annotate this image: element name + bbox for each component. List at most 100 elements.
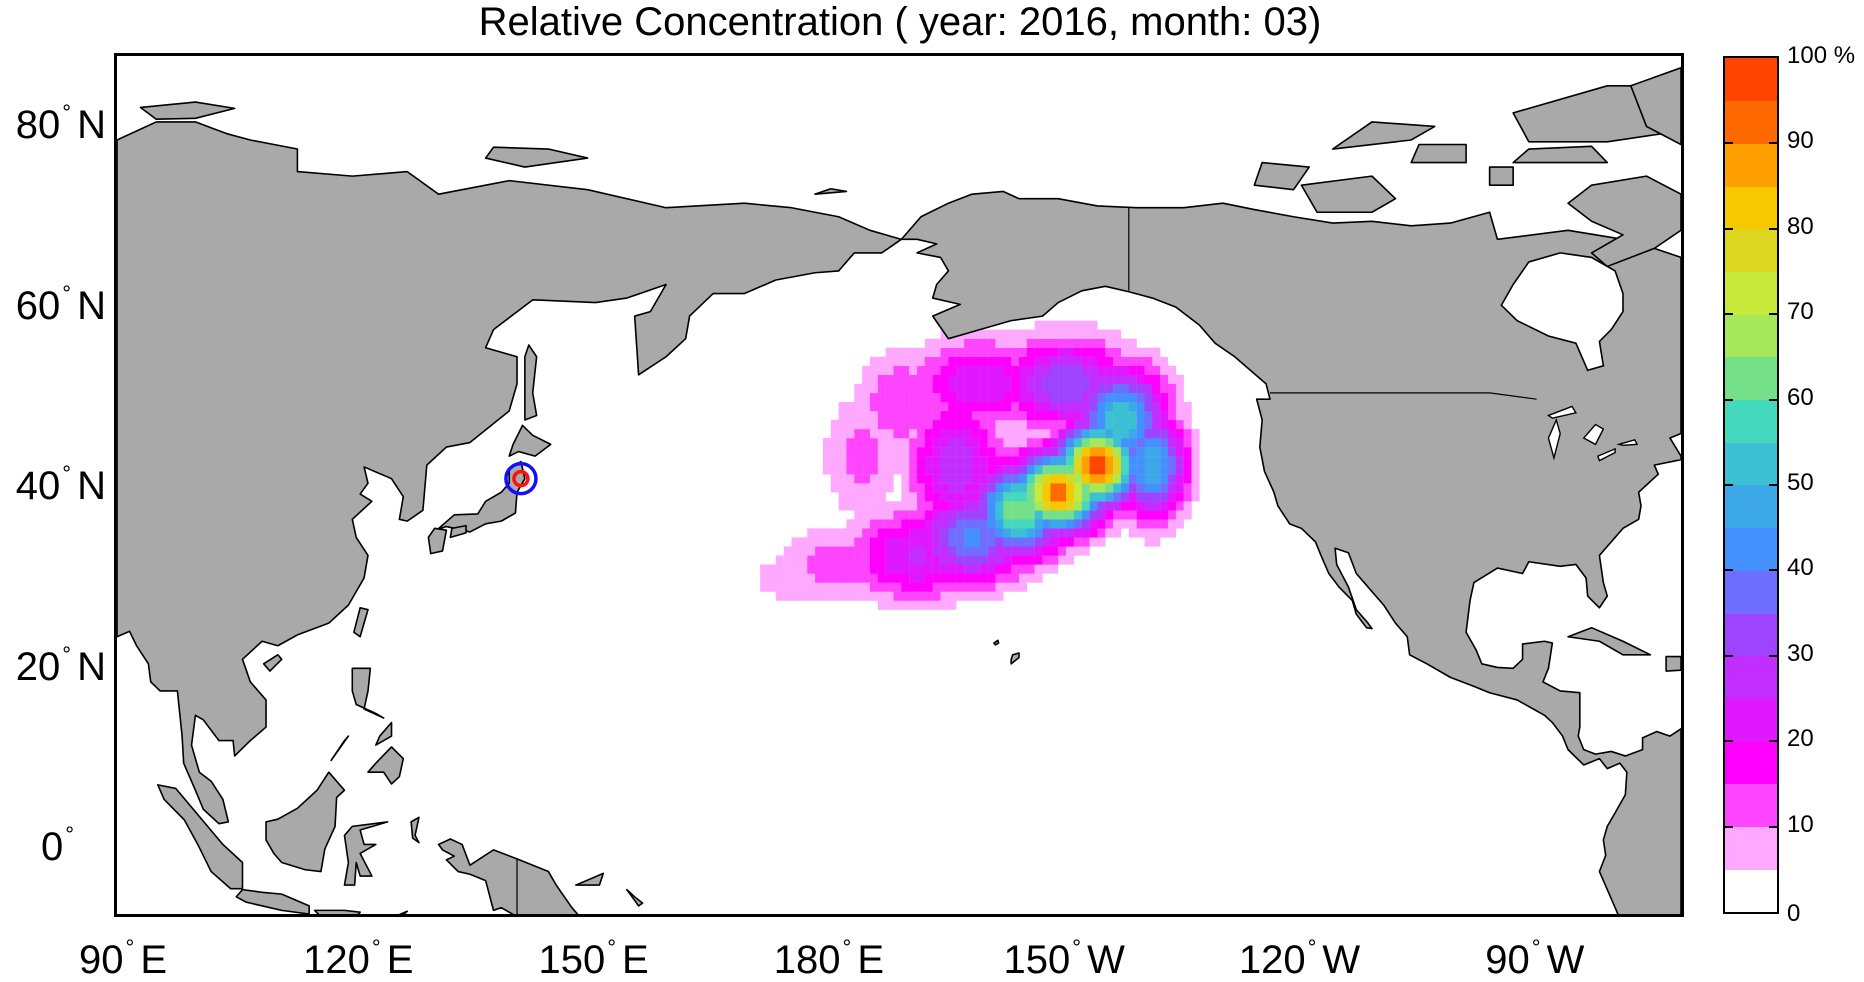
- plume-cell: [1019, 555, 1028, 565]
- plume-cell: [1191, 438, 1200, 448]
- plume-cell: [1160, 374, 1169, 385]
- plume-cell: [1097, 347, 1106, 357]
- landmass-sumatra: [158, 785, 243, 889]
- plume-cell: [987, 383, 996, 394]
- plume-cell: [932, 383, 941, 394]
- plume-cell: [1175, 374, 1184, 385]
- plume-cell: [1081, 519, 1090, 529]
- plume-cell: [1144, 537, 1153, 547]
- plume-cell: [979, 510, 988, 520]
- plume-cell: [1105, 338, 1114, 348]
- plume-cell: [1019, 528, 1028, 538]
- plume-cell: [909, 392, 918, 403]
- plume-cell: [1073, 501, 1082, 511]
- plume-cell: [956, 401, 965, 412]
- plume-cell: [940, 419, 949, 430]
- plume-cell: [964, 483, 973, 493]
- plume-cell: [1152, 365, 1161, 375]
- plume-cell: [1026, 465, 1035, 475]
- plume-cell: [979, 419, 988, 430]
- plume-cell: [838, 564, 847, 574]
- plume-cell: [979, 501, 988, 511]
- plume-cell: [940, 338, 949, 348]
- plume-cell: [1168, 401, 1177, 412]
- tick-value: 20: [15, 644, 61, 689]
- map-panel[interactable]: [114, 53, 1684, 917]
- plume-cell: [1042, 392, 1051, 403]
- plume-cell: [877, 510, 886, 520]
- plume-cell: [1003, 492, 1012, 502]
- plume-cell: [995, 564, 1004, 574]
- plume-cell: [1097, 429, 1106, 439]
- plume-cell: [893, 383, 902, 394]
- plume-cell: [987, 528, 996, 538]
- plume-cell: [869, 519, 878, 529]
- plume-cell: [1034, 456, 1043, 466]
- plume-cell: [971, 392, 980, 403]
- plume-cell: [932, 438, 941, 448]
- plume-cell: [1105, 329, 1114, 339]
- plume-cell: [909, 546, 918, 556]
- plume-cell: [1011, 347, 1020, 357]
- plume-cell: [917, 510, 926, 520]
- plume-cell: [1144, 410, 1153, 421]
- plume-cell: [1026, 564, 1035, 574]
- plume-cell: [1058, 320, 1067, 330]
- map-canvas[interactable]: [117, 56, 1681, 914]
- plume-cell: [838, 546, 847, 556]
- plume-cell: [1089, 483, 1098, 493]
- plume-cell: [924, 564, 933, 574]
- plume-cell: [948, 429, 957, 439]
- plume-cell: [1144, 347, 1153, 357]
- plume-cell: [1034, 492, 1043, 502]
- great-lake: [1619, 440, 1637, 445]
- plume-cell: [901, 600, 910, 610]
- plume-cell: [877, 365, 886, 375]
- plume-cell: [987, 429, 996, 439]
- plume-cell: [1026, 474, 1035, 484]
- plume-cell: [1003, 438, 1012, 448]
- plume-cell: [1011, 383, 1020, 394]
- plume-cell: [846, 410, 855, 421]
- plume-cell: [1050, 401, 1059, 412]
- plume-cell: [791, 555, 800, 565]
- plume-cell: [987, 392, 996, 403]
- colorbar-tick: [1725, 484, 1733, 486]
- plume-cell: [1011, 474, 1020, 484]
- plume-cell: [964, 356, 973, 366]
- plume-cell: [1097, 510, 1106, 520]
- plume-cell: [1128, 410, 1137, 421]
- plume-cell: [995, 483, 1004, 493]
- plume-cell: [979, 338, 988, 348]
- plume-cell: [807, 528, 816, 538]
- plume-cell: [1019, 483, 1028, 493]
- plume-cell: [956, 447, 965, 457]
- plume-cell: [885, 401, 894, 412]
- plume-cell: [815, 528, 824, 538]
- plume-cell: [1003, 419, 1012, 430]
- plume-cell: [830, 456, 839, 466]
- plume-cell: [1168, 438, 1177, 448]
- plume-cell: [1175, 492, 1184, 502]
- plume-cell: [932, 419, 941, 430]
- plume-cell: [940, 492, 949, 502]
- plume-cell: [979, 401, 988, 412]
- plume-cell: [1058, 456, 1067, 466]
- plume-cell: [971, 528, 980, 538]
- plume-cell: [1042, 564, 1051, 574]
- plume-cell: [1066, 419, 1075, 430]
- plume-cell: [1034, 447, 1043, 457]
- plume-cell: [1019, 546, 1028, 556]
- plume-cell: [1160, 447, 1169, 457]
- plume-cell: [1026, 546, 1035, 556]
- plume-cell: [1019, 347, 1028, 357]
- plume-cell: [1089, 347, 1098, 357]
- plume-cell: [971, 410, 980, 421]
- plume-cell: [1120, 419, 1129, 430]
- plume-cell: [1175, 401, 1184, 412]
- plume-cell: [1019, 383, 1028, 394]
- plume-cell: [987, 447, 996, 457]
- plume-cell: [1120, 474, 1129, 484]
- plume-cell: [1128, 383, 1137, 394]
- plume-cell: [979, 537, 988, 547]
